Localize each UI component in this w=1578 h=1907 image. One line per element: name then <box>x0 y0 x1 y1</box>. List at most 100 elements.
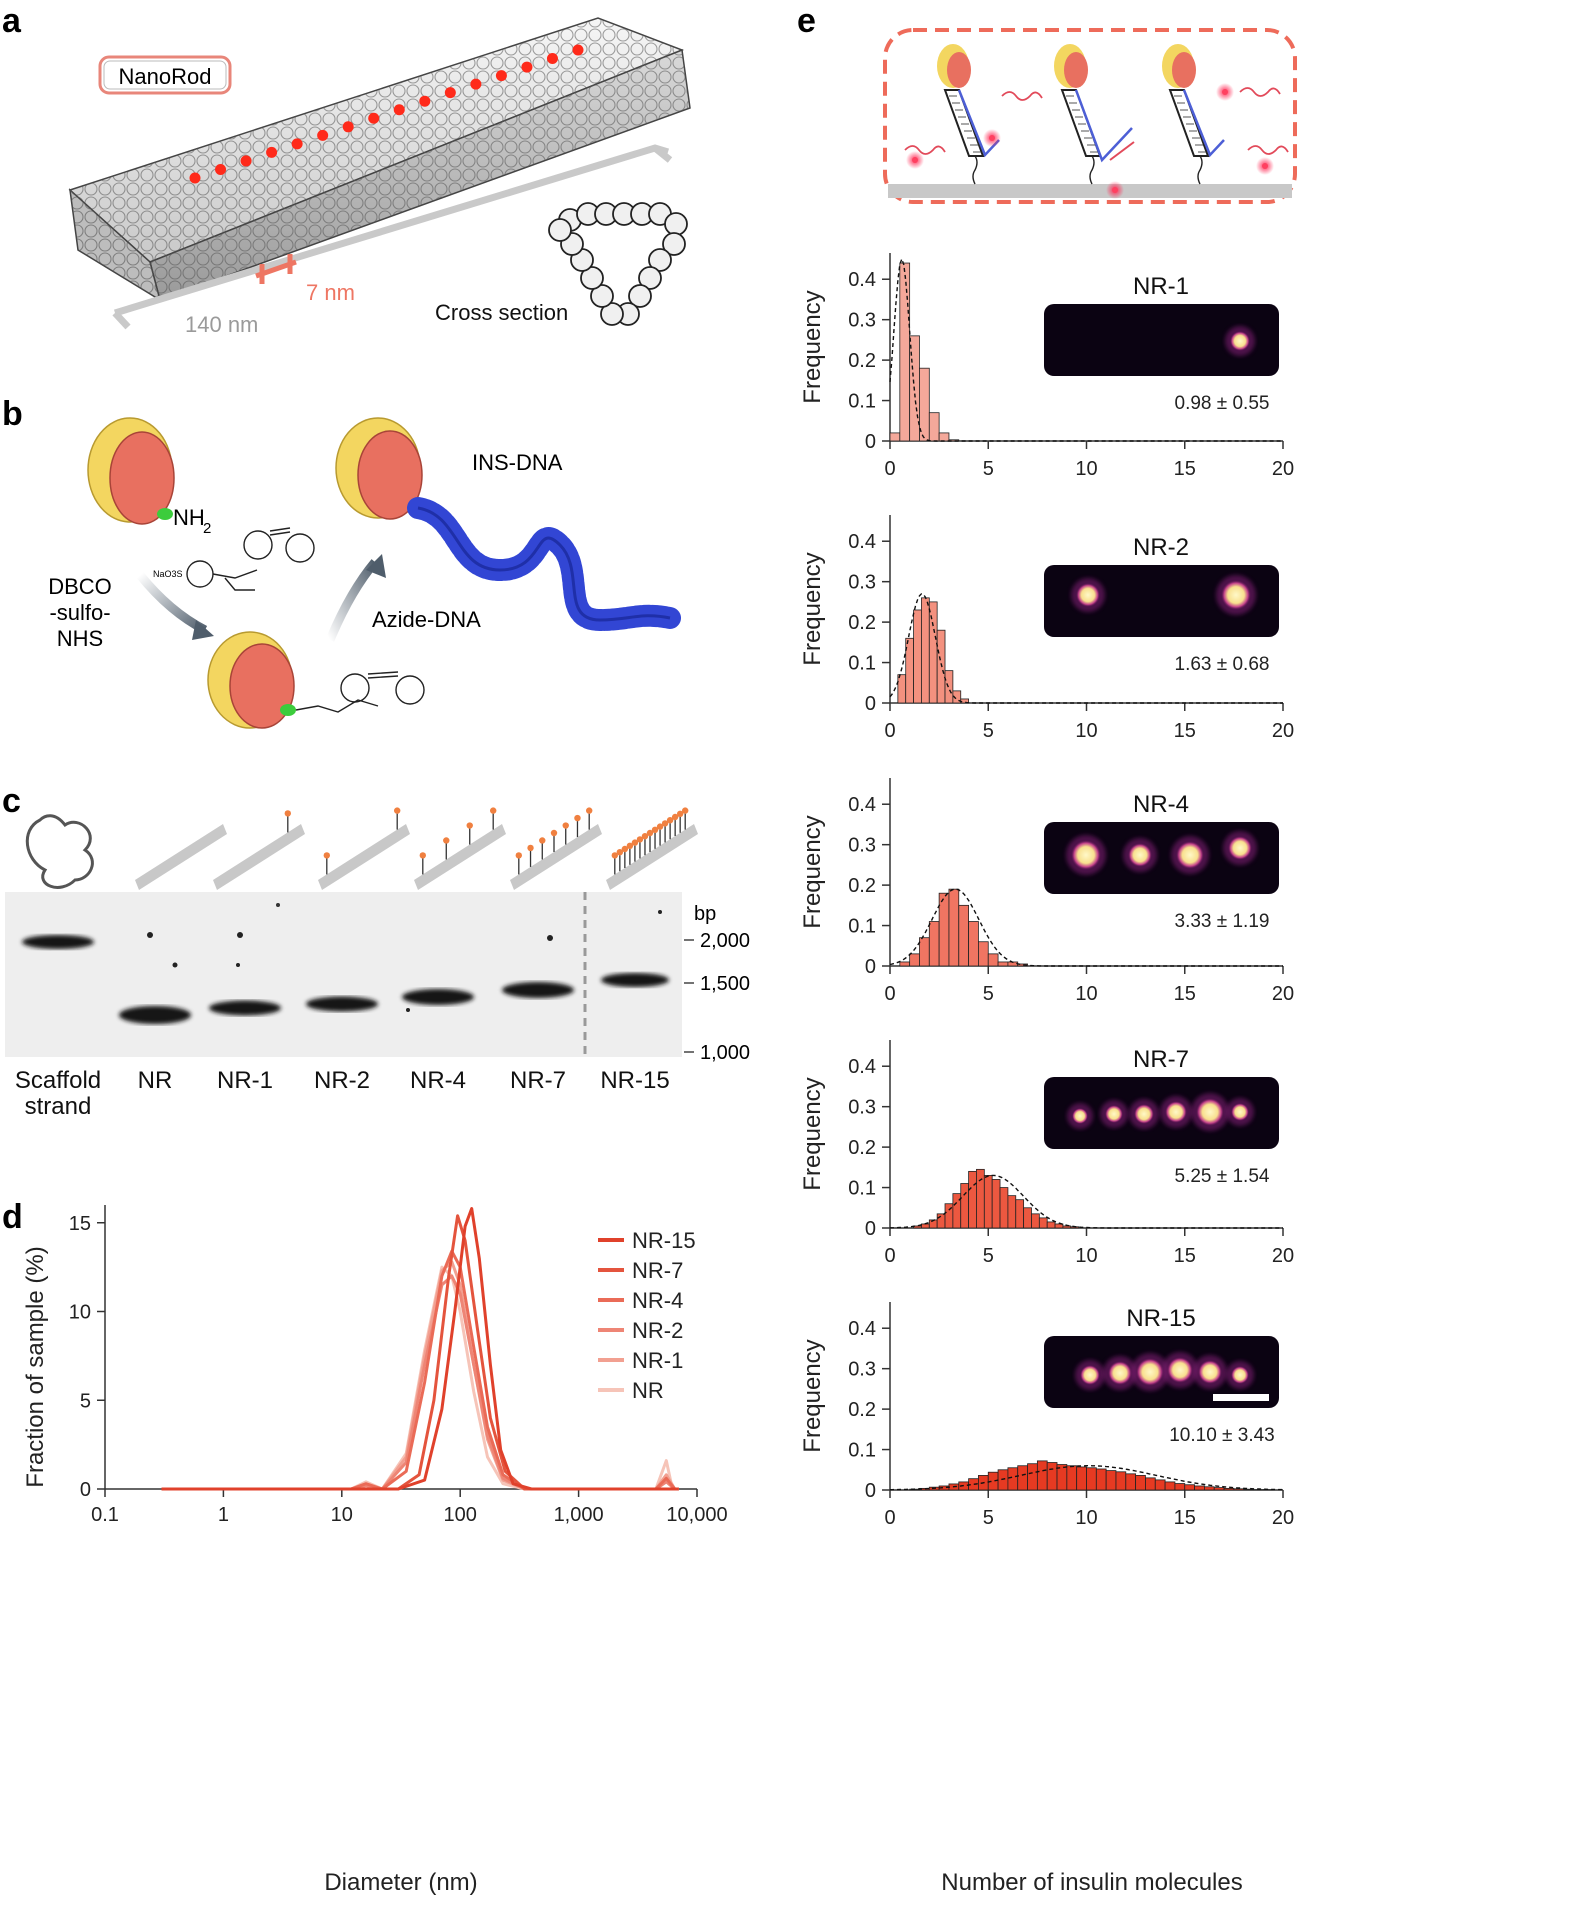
e-bar <box>921 597 930 704</box>
e-bar <box>938 432 950 442</box>
e-inset-spot <box>1134 1104 1154 1124</box>
insulin-protein-2 <box>207 631 296 729</box>
e-bar <box>1062 1225 1072 1229</box>
e-inset-spot <box>1076 583 1100 607</box>
e-bar <box>936 629 946 704</box>
e-inset-spot <box>1228 836 1252 860</box>
insulin-mark <box>527 844 534 852</box>
insulin-mark <box>562 822 569 829</box>
e-x-tick-label: 5 <box>983 720 994 742</box>
e-bar <box>919 937 930 967</box>
scale-bar <box>1213 1394 1269 1401</box>
e-bar <box>938 892 950 967</box>
reagent-line-1: DBCO <box>48 574 112 599</box>
dbco-nhs-structure <box>186 527 315 591</box>
length-label: 140 nm <box>185 312 258 337</box>
e-bar <box>968 921 979 967</box>
e-bar <box>897 674 907 704</box>
product-label: INS-DNA <box>472 450 563 475</box>
e-y-axis-title: Frequency <box>799 290 826 403</box>
e-x-tick-label: 5 <box>983 983 994 1005</box>
e-y-axis-title: Frequency <box>799 552 826 665</box>
e-bar <box>1154 1479 1166 1491</box>
d-x-tick-label: 10 <box>331 1504 353 1526</box>
insulin-mark <box>666 817 674 824</box>
sodium-label: NaO3S <box>153 569 183 579</box>
d-series-line <box>161 1214 679 1491</box>
e-bar <box>1015 1199 1025 1229</box>
e-bar <box>1066 1465 1078 1491</box>
e-y-tick-label: 0.2 <box>848 1137 876 1159</box>
bp-label: bp <box>694 903 716 925</box>
e-x-tick-label: 20 <box>1272 1507 1294 1529</box>
e-y-tick-label: 0.2 <box>848 350 876 372</box>
d-legend-label: NR-7 <box>632 1258 683 1283</box>
e-bar <box>928 412 940 442</box>
e-y-tick-label: 0.3 <box>848 572 876 594</box>
e-x-tick-label: 15 <box>1174 1245 1196 1267</box>
e-y-tick-label: 0 <box>865 956 876 978</box>
e-bar <box>978 941 989 967</box>
helix-circle <box>590 284 614 308</box>
insulin-mark <box>651 826 659 833</box>
helix-circle <box>548 218 572 242</box>
reaction-arrow-1 <box>136 572 208 635</box>
e-bar <box>889 432 901 442</box>
histogram-nr-1: 0 5 10 15 20 0 0.1 0.2 0.3 0.4 Frequency NR-1 0.98 ±… <box>799 253 1294 480</box>
e-bar <box>928 601 938 704</box>
insulin-mark <box>636 836 644 843</box>
e-x-tick-label: 10 <box>1075 458 1097 480</box>
e-bar <box>997 961 1009 967</box>
e-inset-spot <box>1165 1101 1187 1123</box>
length-scale <box>112 144 673 330</box>
e-inset-spot <box>1128 843 1152 867</box>
e-y-tick-label: 0.1 <box>848 391 876 413</box>
reagent-line-3: NHS <box>57 626 103 651</box>
lane-label-nr15: NR-15 <box>600 1067 669 1094</box>
e-inset-spot <box>1198 1360 1222 1384</box>
e-stat-label: 10.10 ± 3.43 <box>1169 1425 1275 1446</box>
e-inset-image <box>1044 304 1279 376</box>
e-y-tick-label: 0.3 <box>848 1097 876 1119</box>
bp-tick-1500: 1,500 <box>700 973 750 995</box>
e-inset-spot <box>1108 1361 1132 1385</box>
gel-band <box>601 973 669 987</box>
insulin-mark <box>616 849 624 856</box>
e-bar <box>1046 1221 1056 1229</box>
insulin-mark <box>394 807 401 814</box>
insulin-mark <box>641 833 649 840</box>
insulin-mark <box>550 829 558 837</box>
gel-image <box>5 892 682 1057</box>
e-bar <box>976 1168 985 1229</box>
e-y-tick-label: 0 <box>865 1218 876 1240</box>
e-inset-spot <box>1231 1366 1249 1384</box>
e-y-tick-label: 0.4 <box>848 1056 876 1078</box>
reagent-line-2: -sulfo- <box>49 600 110 625</box>
e-bar <box>1145 1477 1156 1491</box>
e-bar <box>1076 1466 1087 1491</box>
d-x-tick-label: 10,000 <box>666 1504 727 1526</box>
e-bar <box>1031 1213 1040 1229</box>
insulin-protein-3 <box>335 417 423 520</box>
insulin-mark <box>419 852 426 859</box>
histogram-stack: 0 5 10 15 20 0 0.1 0.2 0.3 0.4 Frequency NR-1 0.98 ±… <box>799 253 1294 1529</box>
d-y-axis-title: Fraction of sample (%) <box>22 1246 49 1487</box>
e-x-tick-label: 0 <box>884 983 895 1005</box>
e-y-axis-title: Frequency <box>799 1339 826 1452</box>
e-inset-spot <box>1105 1105 1123 1123</box>
e-bar <box>1174 1483 1186 1491</box>
e-x-tick-label: 15 <box>1174 1507 1196 1529</box>
lane-labels: Scaffold strand NR NR-1 NR-2 NR-4 NR-7 N… <box>15 1067 670 1120</box>
e-bar <box>909 953 920 967</box>
insulin-dot <box>521 61 533 73</box>
nanorod-lane-icon <box>414 824 506 890</box>
e-inset-title: NR-15 <box>1126 1305 1195 1332</box>
e-bar <box>1194 1485 1205 1491</box>
width-label: 7 nm <box>306 280 355 305</box>
e-x-tick-label: 0 <box>884 1507 895 1529</box>
d-y-tick-label: 0 <box>80 1479 91 1501</box>
d-legend-label: NR-2 <box>632 1318 683 1343</box>
d-legend-label: NR-15 <box>632 1228 696 1253</box>
e-inset-title: NR-7 <box>1133 1046 1189 1073</box>
e-bar <box>1086 1467 1097 1491</box>
